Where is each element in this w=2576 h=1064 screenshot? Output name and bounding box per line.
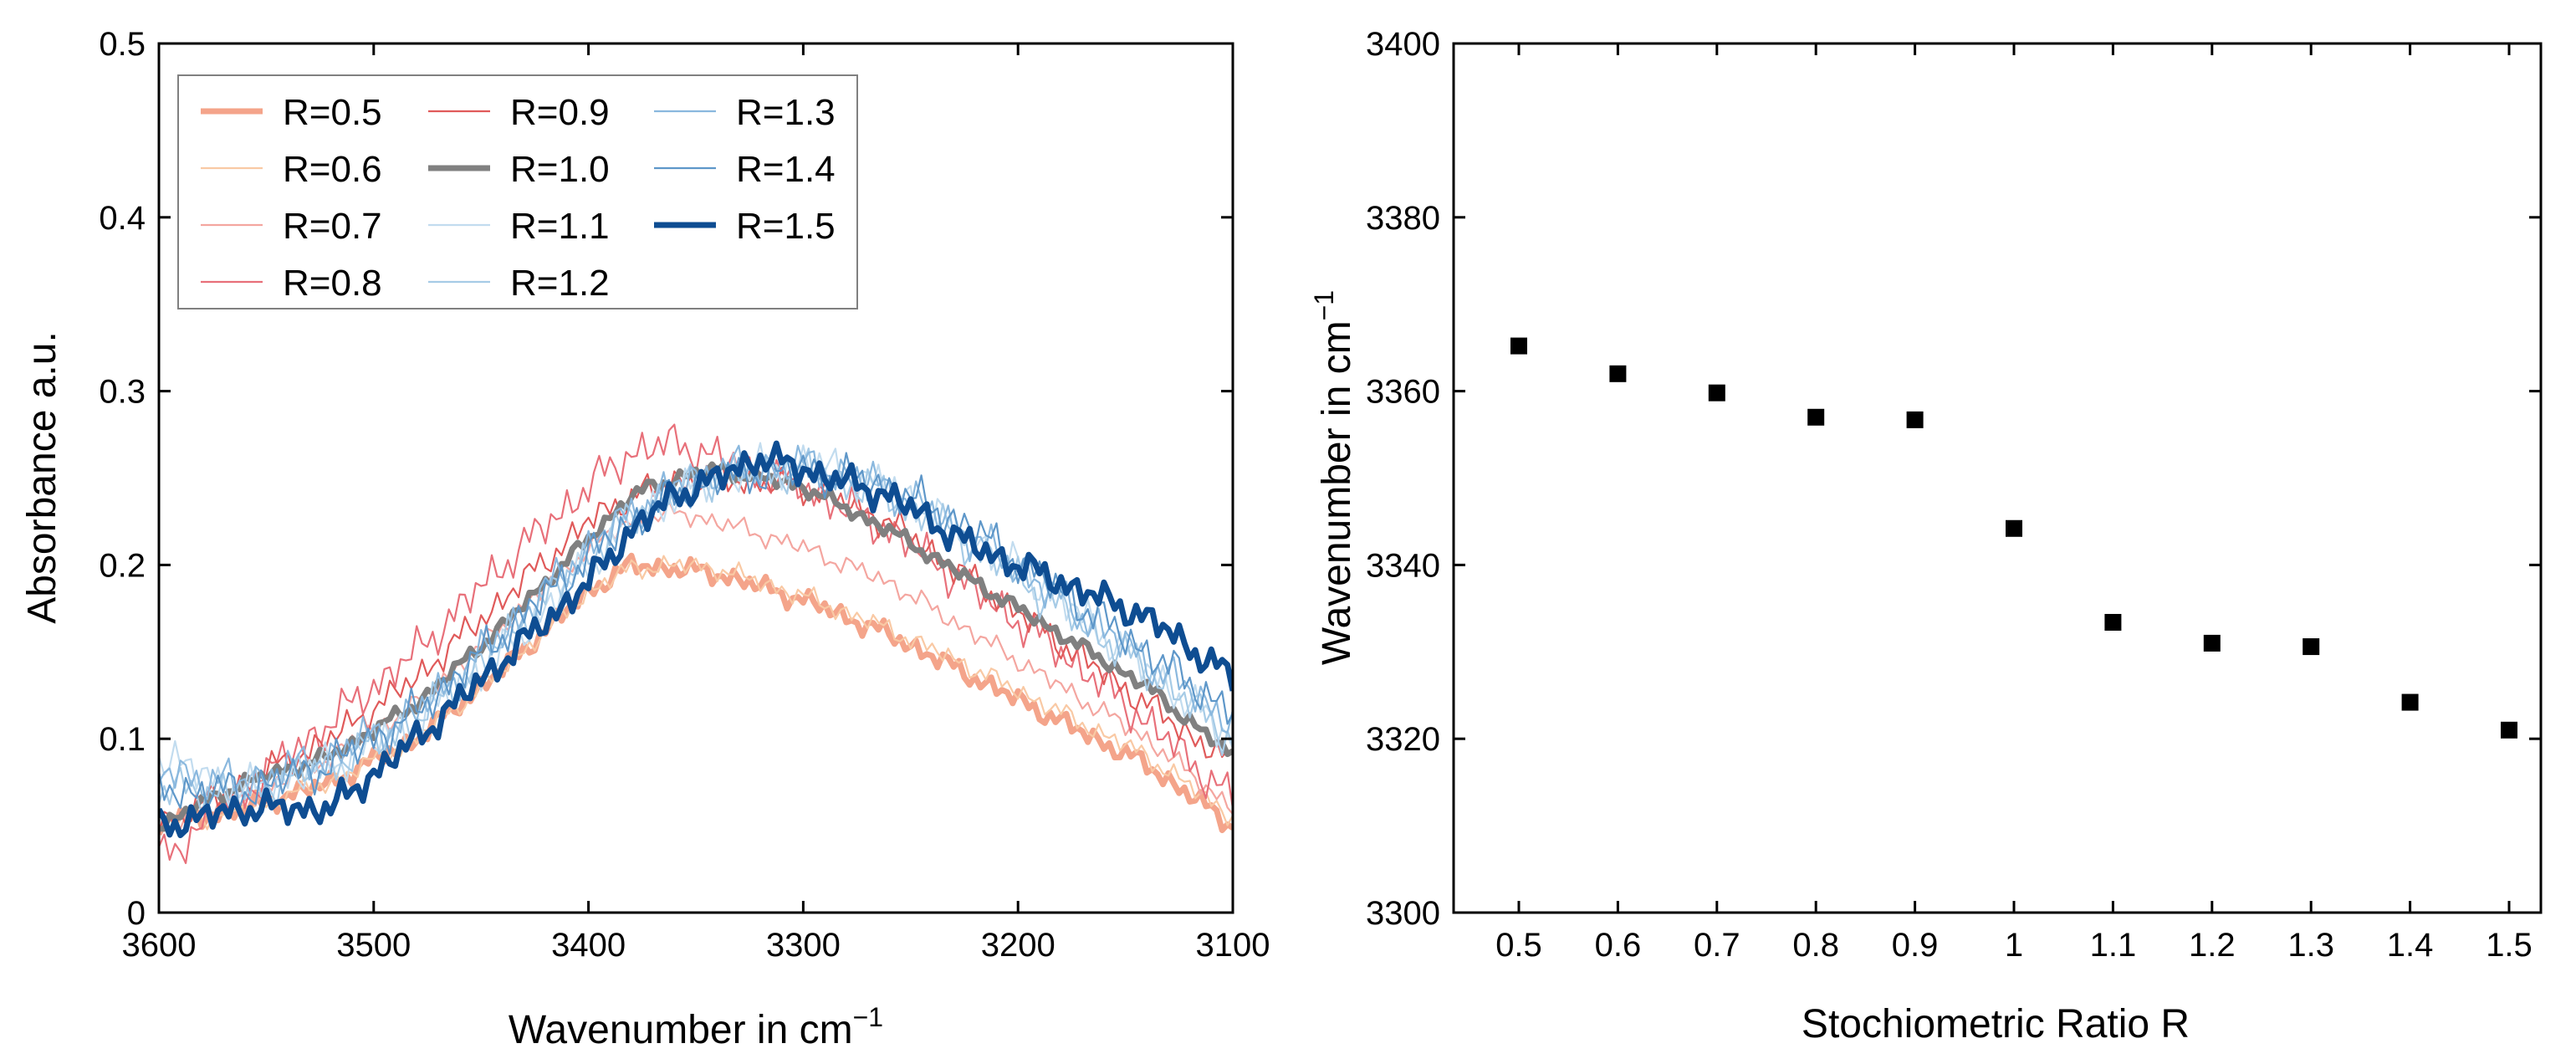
data-point-r-1	[2006, 519, 2022, 537]
peak-position-y-tick-label: 3300	[1366, 895, 1440, 932]
legend-label: R=1.0	[510, 149, 610, 190]
absorbance-x-tick-label: 3400	[551, 927, 626, 964]
absorbance-y-tick-label: 0.2	[99, 547, 146, 584]
legend-label: R=1.3	[736, 92, 836, 133]
peak-position-x-tick-label: 1	[2005, 927, 2023, 964]
data-point-r-0-6	[1609, 365, 1627, 382]
peak-position-x-tick-label: 1.3	[2287, 927, 2334, 964]
absorbance-plot-frame	[157, 42, 1234, 914]
absorbance-y-tick-label: 0.4	[99, 200, 146, 237]
legend-label: R=1.1	[510, 206, 610, 247]
peak-position-x-tick-label: 0.7	[1694, 927, 1740, 964]
series-line-r-0-9	[159, 464, 1233, 836]
absorbance-x-axis-title-exponent: −1	[853, 1002, 883, 1032]
legend: R=0.5 R=0.6 R=0.7 R=0.8 R=0.9 R=1.0 R=1.1 R=1.2…	[177, 74, 858, 309]
absorbance-y-tick-label: 0.5	[99, 26, 146, 63]
peak-position-x-tick-label: 1.5	[2486, 927, 2533, 964]
data-point-r-0-9	[1906, 411, 1924, 428]
absorbance-x-tick-label: 3500	[336, 927, 411, 964]
data-point-r-1-1	[2104, 613, 2122, 631]
data-point-r-0-5	[1510, 337, 1527, 355]
peak-position-y-tick-label: 3340	[1366, 547, 1440, 584]
data-point-r-1-4	[2401, 693, 2419, 711]
peak-position-x-tick-label: 0.5	[1495, 927, 1542, 964]
peak-position-x-tick-label: 1.2	[2189, 927, 2236, 964]
legend-label: R=0.9	[510, 92, 610, 133]
series-line-r-0-5	[159, 552, 1233, 836]
data-point-r-0-7	[1708, 384, 1725, 402]
peak-position-x-axis-title: Stochiometric Ratio R	[1802, 1002, 2190, 1046]
peak-position-y-axis-title: Wavenumber in cm−1	[1309, 290, 1359, 665]
absorbance-x-tick-label: 3100	[1196, 927, 1270, 964]
peak-position-y-tick-label: 3360	[1366, 374, 1440, 411]
absorbance-y-tick-label: 0.1	[99, 721, 146, 758]
peak-position-chart: 3300 3320 3340 3360 3380 3400 0.5 0.6 0.7 0.8 0.9 1…	[1309, 26, 2543, 1046]
absorbance-x-tick-label: 3200	[981, 927, 1055, 964]
peak-position-x-tick-label: 0.8	[1792, 927, 1839, 964]
peak-position-plot-frame	[1452, 42, 2543, 914]
absorbance-chart: 3600 3500 3400 3300 3200 3100 0 0.1 0.2 0.3 0.4 0.5…	[20, 26, 1270, 1052]
data-point-r-1-2	[2203, 634, 2221, 652]
absorbance-x-tick-label: 3300	[766, 927, 841, 964]
peak-position-x-tick-label: 1.4	[2387, 927, 2434, 964]
absorbance-y-axis-title: Absorbance a.u.	[20, 331, 64, 624]
absorbance-y-tick-label: 0	[127, 895, 146, 932]
legend-label: R=0.5	[283, 92, 382, 133]
peak-position-y-tick-label: 3400	[1366, 26, 1440, 63]
legend-label: R=1.5	[736, 206, 836, 247]
data-point-r-1-3	[2303, 638, 2320, 656]
legend-label: R=1.4	[736, 149, 836, 190]
legend-label: R=0.7	[283, 206, 382, 247]
peak-position-x-tick-label: 1.1	[2090, 927, 2137, 964]
peak-position-y-axis-title-text: Wavenumber in cm	[1315, 320, 1359, 665]
peak-position-y-tick-label: 3380	[1366, 200, 1440, 237]
legend-label: R=1.2	[510, 263, 610, 304]
peak-position-y-tick-label: 3320	[1366, 721, 1440, 758]
data-point-r-0-8	[1807, 408, 1825, 426]
data-point-r-1-5	[2501, 721, 2517, 739]
legend-box	[177, 74, 858, 309]
absorbance-x-axis-title-text: Wavenumber in cm	[509, 1008, 853, 1052]
legend-label: R=0.8	[283, 263, 382, 304]
peak-position-x-tick-label: 0.6	[1595, 927, 1642, 964]
series-line-r-1-5	[159, 440, 1233, 838]
absorbance-y-tick-label: 0.3	[99, 374, 146, 411]
absorbance-x-tick-label: 3600	[122, 927, 197, 964]
series-line-r-1-4	[159, 452, 1233, 810]
absorbance-x-axis-title: Wavenumber in cm−1	[509, 1002, 883, 1052]
peak-position-x-tick-label: 0.9	[1892, 927, 1939, 964]
legend-label: R=0.6	[283, 149, 382, 190]
peak-position-y-axis-title-exponent: −1	[1309, 290, 1339, 320]
